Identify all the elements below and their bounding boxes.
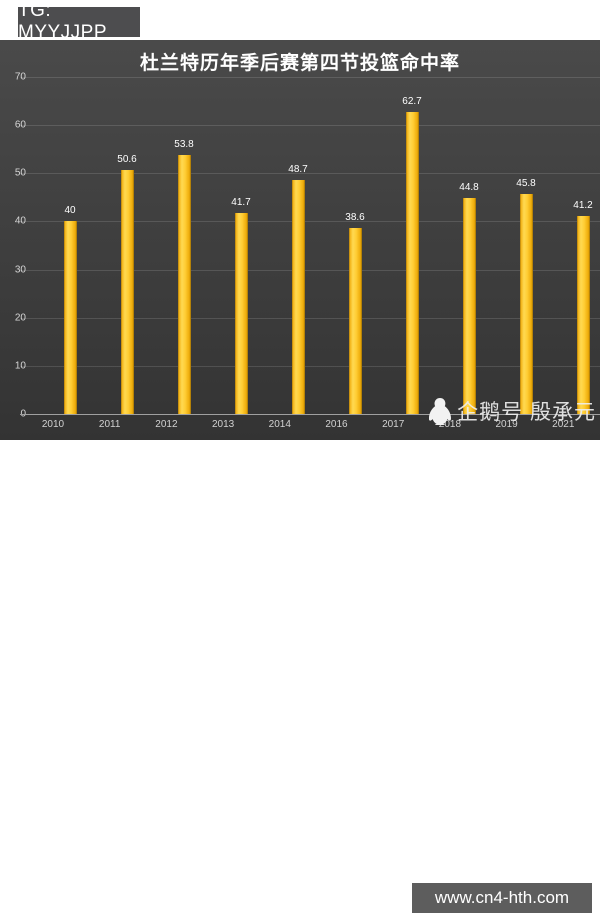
gridline-30 — [20, 269, 600, 271]
tg-badge-label: TG: MYYJJPP — [18, 0, 108, 43]
bar-2012 — [177, 154, 191, 414]
chart-title: 杜兰特历年季后赛第四节投篮命中率 — [139, 53, 460, 74]
bar-value-2014: 48.7 — [288, 163, 308, 175]
url-badge: www.cn4-hth.com — [412, 883, 592, 913]
bar-value-2018: 44.8 — [459, 182, 479, 194]
bar-2014 — [291, 179, 305, 414]
xtick-label-2019: 2019 — [495, 419, 518, 430]
bar-2017 — [405, 112, 419, 414]
tg-badge: TG: MYYJJPP — [18, 0, 140, 43]
bar-value-2019: 45.8 — [516, 177, 536, 189]
bar-value-2011: 50.6 — [117, 154, 137, 166]
ytick-label-60: 60 — [14, 119, 26, 131]
bar-2016 — [348, 228, 362, 414]
gridline-10 — [20, 365, 600, 367]
bar-value-2013: 41.7 — [231, 197, 251, 209]
xtick-label-2017: 2017 — [382, 419, 405, 430]
bar-2010 — [63, 221, 77, 414]
bar-value-2012: 53.8 — [174, 138, 194, 150]
footer-strip: www.cn4-hth.com — [0, 440, 600, 913]
bar-2019 — [519, 193, 533, 414]
bar-2018 — [462, 198, 476, 414]
bar-2013 — [234, 213, 248, 414]
gridline-50 — [20, 173, 600, 175]
x-axis-line — [20, 414, 600, 415]
bar-value-2017: 62.7 — [402, 96, 422, 108]
bar-value-2021: 41.2 — [573, 199, 593, 211]
gridline-60 — [20, 125, 600, 127]
ytick-label-50: 50 — [14, 167, 26, 179]
bar-value-2016: 38.6 — [345, 212, 365, 224]
penguin-icon — [429, 397, 452, 425]
xtick-label-2010: 2010 — [41, 419, 65, 430]
xtick-label-2016: 2016 — [325, 419, 348, 430]
ytick-label-20: 20 — [14, 312, 26, 324]
watermark-text: 企鹅号 殷承元 — [457, 401, 596, 424]
ytick-label-10: 10 — [14, 360, 26, 372]
gridline-70 — [20, 77, 600, 78]
xtick-label-2014: 2014 — [268, 419, 291, 430]
bar-2011 — [120, 170, 134, 414]
xtick-label-2018: 2018 — [438, 419, 462, 430]
url-text: www.cn4-hth.com — [434, 888, 570, 907]
gridline-20 — [20, 317, 600, 319]
ytick-label-70: 70 — [14, 71, 26, 83]
bar-2021 — [576, 215, 590, 414]
bar-value-2010: 40 — [64, 205, 76, 217]
ytick-label-30: 30 — [14, 264, 26, 276]
gridline-40 — [20, 221, 600, 223]
watermark: 企鹅号 殷承元 — [429, 395, 596, 427]
xtick-label-2011: 2011 — [98, 419, 121, 430]
xtick-label-2021: 2021 — [552, 419, 575, 430]
ytick-label-40: 40 — [14, 215, 26, 227]
xtick-label-2012: 2012 — [155, 419, 178, 430]
bar-chart: 杜兰特历年季后赛第四节投篮命中率 01020304050607040201050… — [0, 40, 600, 440]
xtick-label-2013: 2013 — [211, 419, 235, 430]
plot-area: 01020304050607040201050.6201153.8201241.… — [0, 40, 600, 440]
